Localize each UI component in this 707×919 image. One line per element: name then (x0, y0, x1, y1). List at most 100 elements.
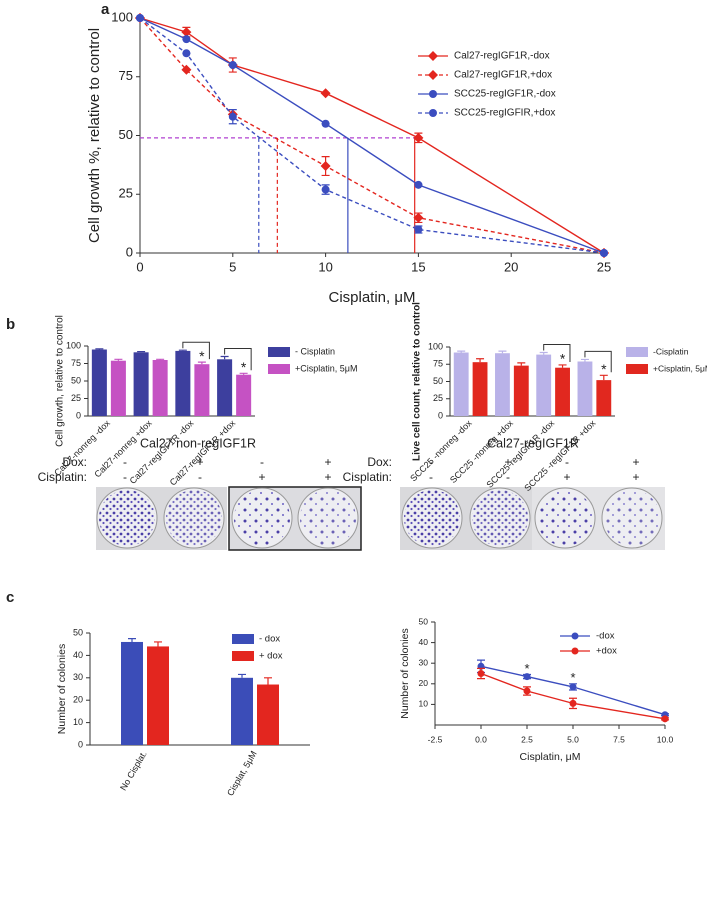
x-tick-label: SCC25-regIGF1R -dox (484, 418, 556, 490)
y-tick-label: 100 (111, 9, 133, 24)
legend-swatch (268, 364, 290, 374)
legend-swatch (232, 634, 254, 644)
error-bar (154, 641, 162, 647)
bar (231, 677, 253, 745)
error-bar (599, 374, 608, 381)
y-axis-title: Live cell count, relative to control (412, 302, 423, 461)
x-tick-label: -2.5 (428, 734, 443, 744)
bar (513, 365, 529, 416)
legend-label: -Cisplatin (653, 346, 689, 356)
series-line (480, 672, 666, 720)
bar (175, 350, 191, 416)
error-bar (580, 358, 589, 362)
x-tick-label: No Cisplat. (118, 749, 149, 792)
panel-label: c (6, 589, 14, 606)
y-tick-label: 0 (126, 244, 133, 259)
series-line (139, 17, 605, 254)
bar (110, 360, 126, 416)
bar (536, 354, 552, 416)
error-bar (238, 673, 246, 678)
bar (555, 367, 570, 416)
point (182, 35, 191, 44)
legend-label: - dox (259, 634, 280, 645)
bar (236, 374, 252, 416)
dox-sign: + (196, 455, 203, 469)
legend-marker (428, 70, 438, 80)
error-bar (114, 358, 123, 361)
significance: * (570, 670, 575, 685)
error-bar (220, 355, 229, 360)
significance: * (199, 348, 205, 364)
point (181, 64, 192, 75)
cisplatin-sign: - (429, 470, 433, 484)
y-tick-label: 20 (73, 695, 83, 705)
bracket (543, 344, 571, 362)
panel-label: a (101, 1, 110, 18)
point (181, 27, 192, 38)
legend-marker (429, 90, 437, 98)
bar (472, 362, 488, 416)
bar (121, 641, 143, 745)
legend-label: - Cisplatin (295, 346, 335, 356)
dox-sign: - (565, 455, 569, 469)
y-tick-label: 40 (73, 650, 83, 660)
error-bar (264, 677, 272, 685)
legend-label: -dox (596, 631, 615, 642)
cisplatin-sign: - (198, 470, 202, 484)
series-line (139, 17, 605, 254)
bracket (584, 350, 612, 373)
series-line (139, 17, 605, 254)
chart: 10 20 30 40 50 Number of colonies Cisplatin, μ… (399, 616, 674, 763)
bracket (224, 348, 252, 371)
error-bar (498, 350, 507, 354)
point (136, 14, 144, 22)
error-bar (517, 362, 526, 366)
y-tick-label: 50 (73, 627, 83, 637)
bar (577, 361, 593, 416)
assay-title: Cal27-regIGF1R (487, 436, 579, 450)
legend-label: Cal27-regIGF1R,-dox (454, 51, 550, 62)
error-bar (476, 358, 485, 363)
x-tick-label: SCC25 -regIGF1R +dox (522, 418, 598, 494)
row-label: Cisplatin: (38, 470, 87, 484)
chart: 0 25 50 75 100 Live cell count, relative to c… (408, 302, 707, 493)
cisplatin-sign: + (324, 470, 331, 484)
dox-sign: + (504, 455, 511, 469)
x-tick-label: 2.5 (521, 734, 533, 744)
x-tick-label: 10.0 (657, 734, 674, 744)
error-bar (137, 351, 146, 353)
bar (152, 360, 168, 416)
error-bar (178, 349, 187, 351)
cisplatin-sign: + (258, 470, 265, 484)
legend-marker (428, 51, 438, 61)
x-tick-label: 10 (318, 259, 332, 274)
series-line (480, 665, 666, 716)
error-bar (539, 351, 548, 355)
legend-swatch (626, 347, 648, 357)
dox-sign: - (123, 455, 127, 469)
bar (91, 349, 107, 416)
legend-label: +Cisplatin, 5μM (653, 363, 707, 373)
error-bar (95, 348, 104, 350)
error-bar (156, 358, 165, 360)
series-line (139, 17, 605, 254)
y-axis-title: Cell growth, relative to control (55, 315, 66, 447)
x-tick-label: 7.5 (613, 734, 625, 744)
y-tick-label: 30 (419, 657, 429, 667)
y-tick-label: 100 (66, 340, 81, 350)
bar (133, 352, 149, 416)
error-bar (558, 364, 567, 368)
plate-photo-right (400, 487, 665, 550)
point (413, 132, 424, 143)
bar (147, 646, 169, 745)
bar (495, 353, 510, 416)
bar (596, 380, 612, 416)
assay-title: Cal27 non-regIGF1R (140, 436, 256, 450)
legend-label: SCC25-regIGFIR,+dox (454, 108, 555, 119)
x-tick-label: Cisplat, 5μM (225, 749, 259, 797)
y-tick-label: 100 (428, 341, 443, 351)
point (320, 88, 331, 99)
y-tick-label: 20 (419, 678, 429, 688)
